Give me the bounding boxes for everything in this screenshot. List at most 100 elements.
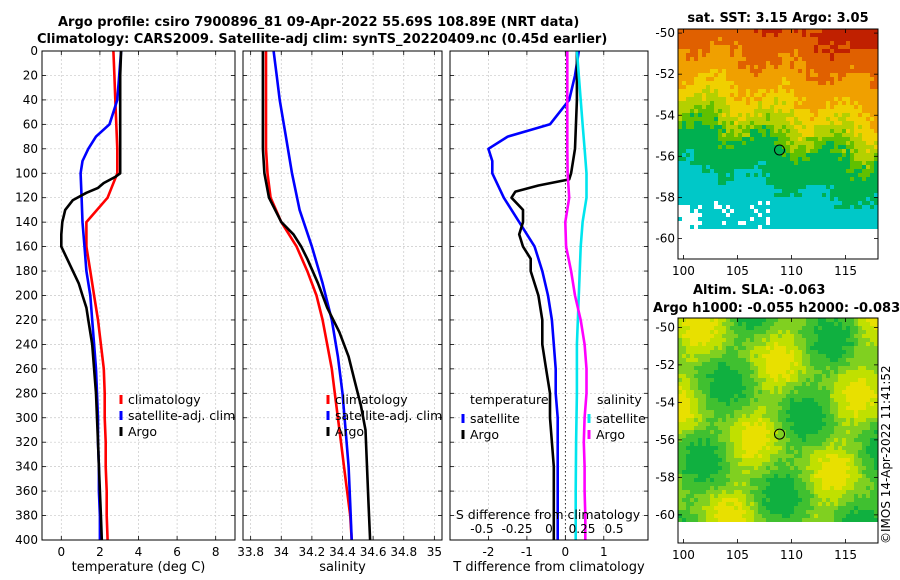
map-cell (830, 205, 834, 209)
map-cell (790, 225, 794, 229)
map-cell (770, 205, 774, 209)
map-cell (726, 113, 730, 117)
map-cell (866, 398, 870, 402)
map-cell (770, 89, 774, 93)
map-cell (794, 478, 798, 482)
map-cell (802, 362, 806, 366)
map-cell (782, 398, 786, 402)
map-cell (682, 45, 686, 49)
map-cell (810, 438, 814, 442)
map-cell (870, 358, 874, 362)
map-cell (742, 486, 746, 490)
map-cell (858, 45, 862, 49)
map-cell (722, 65, 726, 69)
map-cell (758, 374, 762, 378)
map-cell (874, 93, 878, 97)
map-cell (690, 410, 694, 414)
map-cell (866, 334, 870, 338)
map-cell (750, 45, 754, 49)
map-cell (802, 197, 806, 201)
map-cell (746, 33, 750, 37)
map-cell (842, 338, 846, 342)
map-cell (826, 217, 830, 221)
map-cell (874, 29, 878, 33)
map-cell (766, 466, 770, 470)
map-cell (698, 41, 702, 45)
map-cell (866, 330, 870, 334)
map-cell (690, 474, 694, 478)
map-cell (810, 193, 814, 197)
map-cell (754, 350, 758, 354)
map-cell (790, 322, 794, 326)
y-tick-label: 80 (23, 142, 38, 156)
map-cell (750, 362, 754, 366)
map-cell (734, 157, 738, 161)
map-cell (838, 213, 842, 217)
map-cell (810, 418, 814, 422)
map-cell (730, 121, 734, 125)
map-cell (698, 121, 702, 125)
map-cell (738, 145, 742, 149)
map-cell (790, 193, 794, 197)
map-cell (734, 213, 738, 217)
map-cell (758, 478, 762, 482)
map-cell (782, 354, 786, 358)
map-cell (782, 205, 786, 209)
map-cell (822, 53, 826, 57)
map-cell (842, 382, 846, 386)
map-cell (810, 446, 814, 450)
map-cell (750, 125, 754, 129)
map-cell (838, 434, 842, 438)
map-cell (686, 149, 690, 153)
map-cell (850, 406, 854, 410)
map-cell (750, 342, 754, 346)
map-cell (782, 330, 786, 334)
map-cell (710, 153, 714, 157)
map-cell (786, 77, 790, 81)
map-cell (694, 77, 698, 81)
map-cell (798, 462, 802, 466)
map-cell (774, 105, 778, 109)
map-cell (858, 454, 862, 458)
map-cell (750, 418, 754, 422)
map-cell (834, 181, 838, 185)
map-cell (810, 177, 814, 181)
map-cell (790, 181, 794, 185)
map-cell (746, 153, 750, 157)
map-cell (694, 29, 698, 33)
map-cell (810, 29, 814, 33)
map-cell (722, 113, 726, 117)
map-cell (806, 109, 810, 113)
map-cell (702, 153, 706, 157)
map-cell (782, 418, 786, 422)
map-cell (774, 129, 778, 133)
map-cell (870, 45, 874, 49)
map-cell (730, 85, 734, 89)
map-cell (726, 93, 730, 97)
map-cell (754, 29, 758, 33)
map-cell (822, 105, 826, 109)
map-cell (754, 137, 758, 141)
map-cell (710, 165, 714, 169)
map-cell (854, 442, 858, 446)
map-cell (826, 442, 830, 446)
map-cell (690, 334, 694, 338)
map-cell (826, 334, 830, 338)
map-cell (710, 426, 714, 430)
map-cell (754, 113, 758, 117)
map-cell (854, 394, 858, 398)
map-cell (834, 49, 838, 53)
map-cell (778, 81, 782, 85)
map-cell (742, 209, 746, 213)
map-cell (686, 354, 690, 358)
map-cell (734, 426, 738, 430)
map-cell (790, 326, 794, 330)
map-cell (778, 478, 782, 482)
map-cell (710, 490, 714, 494)
map-cell (766, 197, 770, 201)
map-cell (682, 57, 686, 61)
map-cell (794, 105, 798, 109)
map-cell (826, 378, 830, 382)
map-cell (710, 93, 714, 97)
map-cell (830, 105, 834, 109)
